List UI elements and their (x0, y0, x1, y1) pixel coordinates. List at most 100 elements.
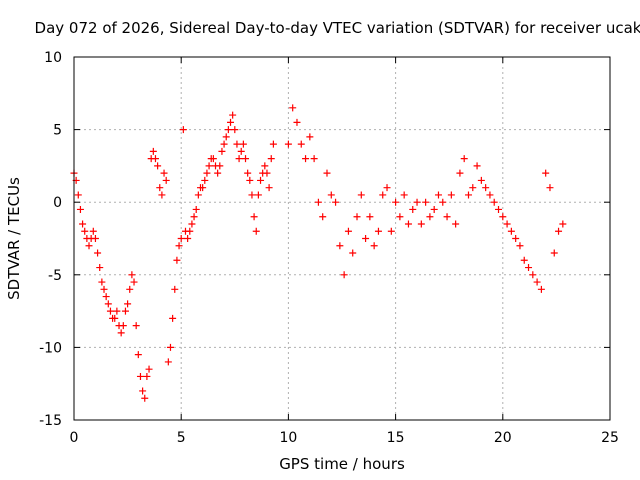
x-tick-label: 25 (601, 430, 619, 446)
data-point (559, 220, 567, 228)
data-point (261, 162, 269, 170)
data-series (70, 104, 567, 402)
y-tick-label: 0 (53, 195, 62, 211)
data-point (314, 198, 322, 206)
data-point (332, 198, 340, 206)
y-tick-label: 5 (53, 123, 62, 139)
data-point (477, 176, 485, 184)
data-point (417, 220, 425, 228)
x-axis-ticks: 0 5 10 15 20 25 (70, 57, 619, 446)
data-point (156, 184, 164, 192)
data-point (263, 169, 271, 177)
data-point (250, 213, 258, 221)
data-point (443, 213, 451, 221)
data-point (430, 205, 438, 213)
data-point (91, 235, 99, 242)
data-point (74, 191, 82, 199)
data-point (366, 213, 374, 221)
data-point (229, 111, 237, 119)
data-point (79, 220, 87, 228)
data-point (452, 220, 460, 228)
data-point (106, 307, 114, 315)
data-point (96, 264, 104, 272)
data-point (214, 169, 222, 177)
data-point (349, 249, 357, 257)
data-point (98, 278, 106, 286)
data-point (166, 343, 174, 351)
data-point (194, 191, 202, 199)
data-point (306, 133, 314, 141)
data-point (81, 227, 89, 235)
data-point (516, 242, 524, 250)
x-axis-label: GPS time / hours (279, 455, 405, 473)
data-point (171, 285, 179, 293)
data-point (121, 307, 129, 315)
data-point (201, 176, 209, 184)
data-point (188, 220, 196, 228)
data-point (220, 140, 228, 148)
y-tick-label: 10 (44, 50, 62, 66)
y-tick-label: -5 (48, 268, 62, 284)
data-point (379, 191, 387, 199)
data-point (396, 213, 404, 221)
data-point (323, 169, 331, 177)
y-axis-label: SDTVAR / TECUs (5, 177, 23, 300)
data-point (224, 126, 232, 134)
data-point (319, 213, 327, 221)
data-point (254, 191, 262, 199)
data-point (550, 249, 558, 257)
data-point (507, 227, 515, 235)
data-point (413, 198, 421, 206)
data-point (199, 184, 207, 192)
data-point (126, 285, 134, 293)
data-point (392, 198, 400, 206)
data-point (160, 169, 168, 177)
data-point (409, 205, 417, 213)
data-point (85, 242, 93, 250)
data-point (336, 242, 344, 250)
data-point (158, 191, 166, 199)
data-point (439, 198, 447, 206)
data-point (267, 155, 275, 163)
data-point (205, 162, 213, 170)
y-tick-label: -15 (39, 413, 62, 429)
data-point (495, 205, 503, 213)
data-point (533, 278, 541, 286)
data-point (154, 162, 162, 170)
data-point (218, 147, 226, 155)
data-point (186, 227, 194, 235)
data-point (529, 271, 537, 279)
data-point (370, 242, 378, 250)
data-point (327, 191, 335, 199)
data-point (400, 191, 408, 199)
data-point (362, 235, 370, 242)
data-point (173, 256, 181, 264)
data-point (76, 205, 84, 213)
x-tick-label: 15 (387, 430, 405, 446)
data-point (310, 155, 318, 163)
data-point (422, 198, 430, 206)
data-point (555, 227, 563, 235)
data-point (237, 147, 245, 155)
grid (74, 57, 610, 420)
data-point (184, 235, 192, 242)
data-point (119, 322, 127, 330)
x-tick-label: 20 (494, 430, 512, 446)
data-point (151, 155, 159, 163)
data-point (503, 220, 511, 228)
data-point (134, 351, 142, 359)
data-point (344, 227, 352, 235)
data-point (302, 155, 310, 163)
data-point (269, 140, 277, 148)
data-point (104, 300, 112, 308)
data-point (447, 191, 455, 199)
data-point (460, 155, 468, 163)
data-point (117, 329, 125, 337)
data-point (248, 191, 256, 199)
data-point (512, 235, 520, 242)
data-point (227, 118, 235, 126)
data-point (404, 220, 412, 228)
data-point (520, 256, 528, 264)
data-point (222, 133, 230, 141)
